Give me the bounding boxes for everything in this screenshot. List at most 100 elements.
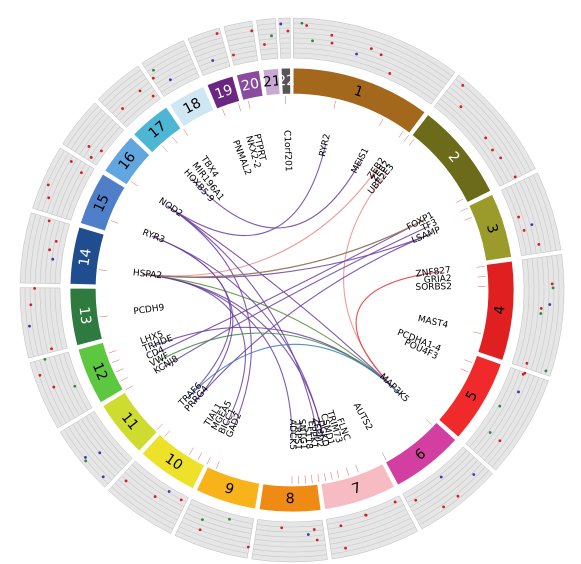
track-dot <box>330 33 334 37</box>
track-segment-chr14 <box>19 212 70 285</box>
track-gridline <box>228 40 255 47</box>
gene-tick <box>398 130 404 138</box>
track-gridline <box>89 413 130 463</box>
chromosome-segment-1 <box>292 67 426 134</box>
track-dot <box>551 286 555 290</box>
track-gridline <box>91 126 121 163</box>
link-CD4-FOXP1 <box>155 219 425 354</box>
chromosome-label-19: 19 <box>213 82 235 103</box>
track-gridline <box>112 82 150 114</box>
track-gridline <box>158 67 196 89</box>
gene-tick <box>330 471 333 480</box>
gene-label: NOD2 <box>157 196 185 219</box>
gene-label: ADCK5 <box>287 419 297 450</box>
chromosome-segment-19 <box>206 75 241 110</box>
track-dot <box>198 528 202 532</box>
track-gridline <box>121 475 180 516</box>
track-gridline <box>516 259 530 366</box>
track-gridline <box>183 517 251 539</box>
link-NOD2-MAP3K5 <box>167 205 401 395</box>
chromosome-segment-2 <box>411 114 492 204</box>
link-NOD2-ZFPM2 <box>167 205 319 438</box>
link-NOD2-GAD2 <box>167 205 252 429</box>
gene-label: SORBS2 <box>415 282 452 293</box>
track-gridline <box>437 102 505 185</box>
track-gridline <box>409 456 475 508</box>
track-dot <box>315 538 319 542</box>
track-gridline <box>54 222 66 284</box>
track-gridline <box>149 54 190 76</box>
track-dot <box>215 32 219 35</box>
track-gridline <box>179 526 249 549</box>
track-gridline <box>29 287 39 356</box>
track-dot <box>306 533 310 536</box>
track-dot <box>101 475 105 479</box>
gene-tick <box>336 470 340 479</box>
gene-tick <box>108 350 117 354</box>
gene-tick <box>215 461 220 469</box>
track-gridline <box>187 508 253 529</box>
track-dot <box>491 148 494 152</box>
track-gridline <box>331 526 416 555</box>
track-dot <box>151 94 155 98</box>
track-dot <box>537 242 541 246</box>
gene-tick <box>460 207 468 212</box>
track-segment-chr2 <box>433 74 536 187</box>
track-segment-chr16 <box>62 102 125 166</box>
gene-tick <box>248 100 251 109</box>
track-gridline <box>193 42 224 53</box>
chromosome-label-4: 4 <box>492 305 509 315</box>
track-gridline <box>144 44 186 68</box>
track-gridline <box>46 155 74 213</box>
chromosome-segment-10 <box>141 433 206 490</box>
track-gridline <box>63 353 89 411</box>
track-dot <box>311 39 314 43</box>
track-gridline <box>257 28 277 31</box>
link-UBE2E3-MAP3K5 <box>343 173 401 395</box>
track-dot <box>69 160 73 163</box>
track-gridline <box>540 255 555 374</box>
chromosome-label-12: 12 <box>89 360 111 383</box>
track-gridline <box>34 287 44 355</box>
track-gridline <box>155 63 194 85</box>
track-gridline <box>452 82 527 174</box>
link-PRRG4-RYR3 <box>151 235 234 404</box>
track-dot <box>525 361 529 365</box>
chromosome-segment-6 <box>384 421 457 486</box>
track-gridline <box>68 426 112 481</box>
gene-tick <box>112 359 120 363</box>
track-gridline <box>128 468 185 507</box>
track-gridline <box>329 517 411 545</box>
track-gridline <box>293 42 441 93</box>
track-dot <box>50 347 53 351</box>
track-dot <box>250 29 254 33</box>
track-gridline <box>407 453 471 503</box>
track-gridline <box>532 174 557 251</box>
track-gridline <box>161 72 198 93</box>
link-ZNF827-MAP3K5 <box>355 271 441 395</box>
gene-tick <box>477 276 486 278</box>
track-gridline <box>293 32 447 85</box>
gene-label: ST18 <box>301 426 313 450</box>
gene-label: ZNF827 <box>415 266 451 280</box>
track-gridline <box>252 553 327 558</box>
track-gridline <box>530 257 545 371</box>
track-gridline <box>419 470 490 525</box>
track-gridline <box>253 548 327 553</box>
track-dot <box>28 324 31 328</box>
track-dot <box>121 107 124 110</box>
gene-label: SNTG1 <box>296 419 308 450</box>
track-gridline <box>528 177 552 252</box>
track-gridline <box>79 116 110 155</box>
track-gridline <box>44 358 71 421</box>
track-gridline <box>58 354 84 413</box>
gene-label: C1orf201 <box>281 130 292 172</box>
gene-tick <box>188 447 194 455</box>
gene-tick <box>464 217 472 221</box>
track-gridline <box>85 416 126 466</box>
track-dot <box>124 479 128 483</box>
track-gridline <box>122 94 158 125</box>
track-dot <box>200 518 204 522</box>
gene-tick <box>379 118 384 126</box>
track-dot <box>263 43 266 46</box>
